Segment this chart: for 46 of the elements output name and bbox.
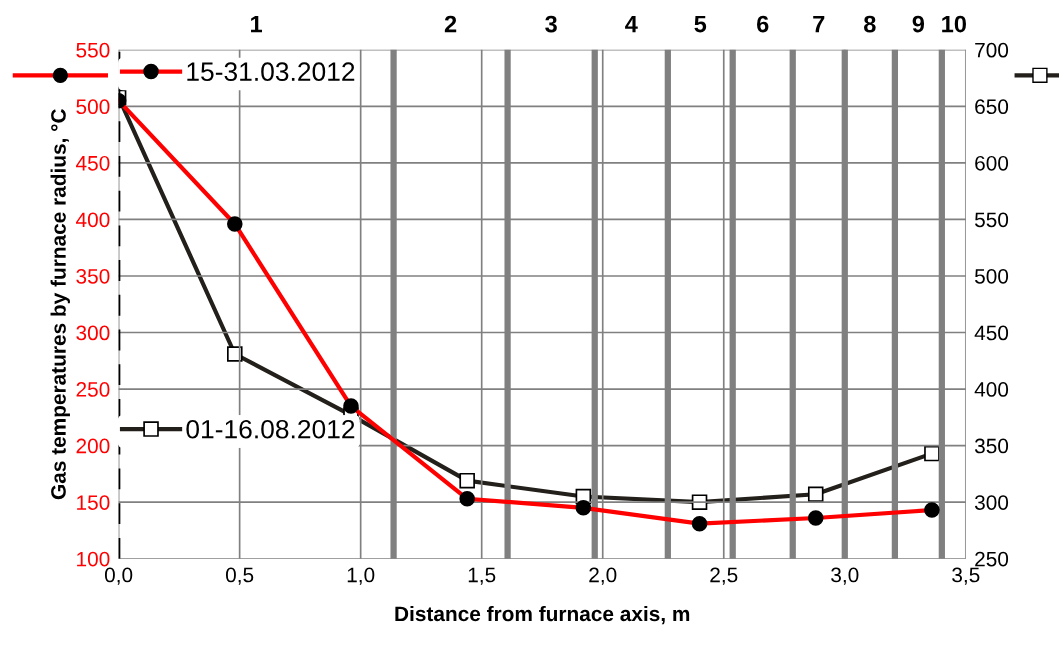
y2-tick-label: 350: [974, 438, 1009, 454]
text: 1: [251, 15, 262, 33]
y2-tick-label: 450: [974, 325, 1009, 341]
y2-tick-label: 300: [974, 495, 1009, 510]
y2-tick-label: 250: [975, 551, 1009, 567]
point: [459, 472, 475, 489]
y-tick-label: 250: [76, 382, 110, 397]
x-tick-label: 0,0: [104, 567, 133, 585]
text: 3: [545, 15, 557, 33]
x-tick-label: 3,5: [952, 567, 980, 585]
text: 10: [942, 15, 966, 33]
y-tick-label: 300: [76, 325, 110, 341]
text: 4: [625, 15, 638, 33]
x-tick-label: 1,0: [347, 567, 375, 585]
y2-tick-label: 400: [974, 382, 1009, 397]
y-tick-label: 550: [76, 42, 110, 58]
y-tick-label: 150: [77, 495, 110, 510]
y-tick-label: 500: [76, 99, 110, 115]
y-tick-label: 350: [76, 268, 110, 284]
x-axis-title: Distance from furnace axis, m: [395, 605, 690, 625]
x-tick-label: 2,5: [710, 567, 738, 585]
text: 2: [444, 15, 457, 33]
y2-tick-label: 500: [974, 268, 1009, 284]
x-tick-label: 3,0: [831, 567, 859, 585]
y-tick-label: 200: [76, 438, 110, 454]
y2-tick-label: 550: [974, 212, 1009, 228]
text: 7: [813, 15, 825, 33]
legend-label: 01-16.08.2012: [186, 419, 355, 439]
point: [807, 486, 824, 503]
text: 5: [694, 15, 707, 33]
point: [227, 346, 243, 362]
legend-label: 15-31.03.2012: [187, 62, 355, 82]
text: 9: [912, 15, 925, 33]
text: 8: [864, 15, 876, 33]
y-axis-title: Gas temperatures by furnace radius, °C: [50, 109, 70, 500]
text: 6: [757, 15, 769, 33]
y-tick-label: 100: [77, 551, 110, 567]
y-tick-label: 400: [76, 212, 110, 228]
x-tick-label: 2,0: [589, 567, 617, 585]
point: [924, 445, 940, 462]
y-tick-label: 450: [76, 155, 110, 171]
y2-tick-label: 700: [975, 42, 1009, 58]
y2-tick-label: 650: [975, 99, 1009, 115]
x-tick-label: 0,5: [225, 567, 254, 585]
x-tick-label: 1,5: [468, 567, 496, 585]
y2-tick-label: 600: [975, 155, 1009, 171]
